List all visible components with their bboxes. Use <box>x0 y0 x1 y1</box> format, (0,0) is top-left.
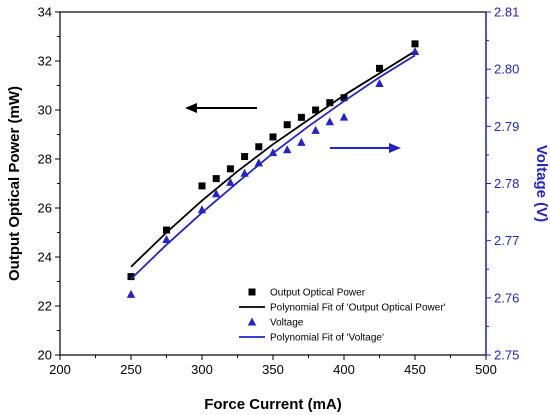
y-left-tick-label: 32 <box>38 54 52 69</box>
data-point-triangle <box>162 235 171 244</box>
y-left-tick-label: 20 <box>38 348 52 363</box>
data-point-square <box>212 175 220 183</box>
data-point-triangle <box>339 112 349 121</box>
x-tick-label: 200 <box>49 362 71 377</box>
data-point-triangle <box>226 177 235 186</box>
x-tick-label: 300 <box>191 362 213 377</box>
data-point-square <box>163 226 170 234</box>
data-point-square <box>198 182 206 190</box>
data-point-square <box>297 113 305 121</box>
data-point-triangle <box>375 78 384 87</box>
data-point-square <box>312 106 320 114</box>
data-point-triangle <box>254 158 263 167</box>
y-left-tick-label: 26 <box>38 201 52 216</box>
data-point-square <box>226 165 234 173</box>
legend-square-swatch <box>248 288 256 296</box>
y-axis-left-title: Output Optical Power (mW) <box>6 86 23 281</box>
y-right-tick-label: 2.78 <box>494 176 519 191</box>
legend: Output Optical Power Polynomial Fit of 'O… <box>239 288 446 344</box>
y-right-tick-label: 2.80 <box>494 62 519 77</box>
left-axis-arrow-head <box>185 103 197 113</box>
data-point-square <box>269 133 277 141</box>
y-right-tick-label: 2.76 <box>494 290 519 305</box>
x-tick-label: 400 <box>333 362 355 377</box>
data-point-triangle <box>126 289 136 298</box>
annotation-layer <box>185 103 401 153</box>
data-point-square <box>411 40 419 48</box>
x-tick-label: 350 <box>262 362 284 377</box>
legend-label: Voltage <box>270 318 304 329</box>
data-point-triangle <box>297 137 306 146</box>
data-point-triangle <box>311 125 320 134</box>
y-right-tick-label: 2.77 <box>494 233 519 248</box>
data-point-square <box>127 273 135 281</box>
y-left-tick-label: 22 <box>38 299 52 314</box>
y-right-tick-label: 2.81 <box>494 5 519 20</box>
y-left-tick-label: 30 <box>38 103 52 118</box>
y-left-tick-label: 34 <box>38 5 52 20</box>
legend-label: Polynomial Fit of 'Output Optical Power' <box>270 303 446 314</box>
x-tick-label: 500 <box>475 362 497 377</box>
y-right-tick-label: 2.75 <box>494 348 519 363</box>
data-point-square <box>241 153 249 161</box>
tick-layer: 200 250 300 350 400 450 500 20 22 24 26 28 30 32 34 2.7… <box>38 5 520 378</box>
data-point-square <box>326 99 334 107</box>
data-point-square <box>340 94 348 102</box>
y-left-tick-label: 24 <box>38 250 52 265</box>
y-right-tick-label: 2.79 <box>494 119 519 134</box>
legend-triangle-swatch <box>247 317 257 326</box>
data-point-triangle <box>325 117 334 126</box>
data-point-square <box>255 143 263 151</box>
data-point-triangle <box>410 46 420 55</box>
y-left-tick-label: 28 <box>38 152 52 167</box>
series-layer <box>126 40 420 298</box>
y-axis-right-title: Voltage (V) <box>533 145 550 222</box>
legend-label: Output Optical Power <box>270 288 366 299</box>
right-axis-arrow-head <box>389 143 401 153</box>
fit-line <box>130 54 416 280</box>
fit-line <box>130 50 416 268</box>
x-tick-label: 450 <box>404 362 426 377</box>
data-point-triangle <box>212 189 221 198</box>
data-point-triangle <box>283 145 292 154</box>
data-point-square <box>283 121 291 129</box>
data-point-square <box>376 64 383 72</box>
x-tick-label: 250 <box>120 362 142 377</box>
legend-label: Polynomial Fit of 'Voltage' <box>270 333 384 344</box>
x-axis-title: Force Current (mA) <box>204 396 342 413</box>
